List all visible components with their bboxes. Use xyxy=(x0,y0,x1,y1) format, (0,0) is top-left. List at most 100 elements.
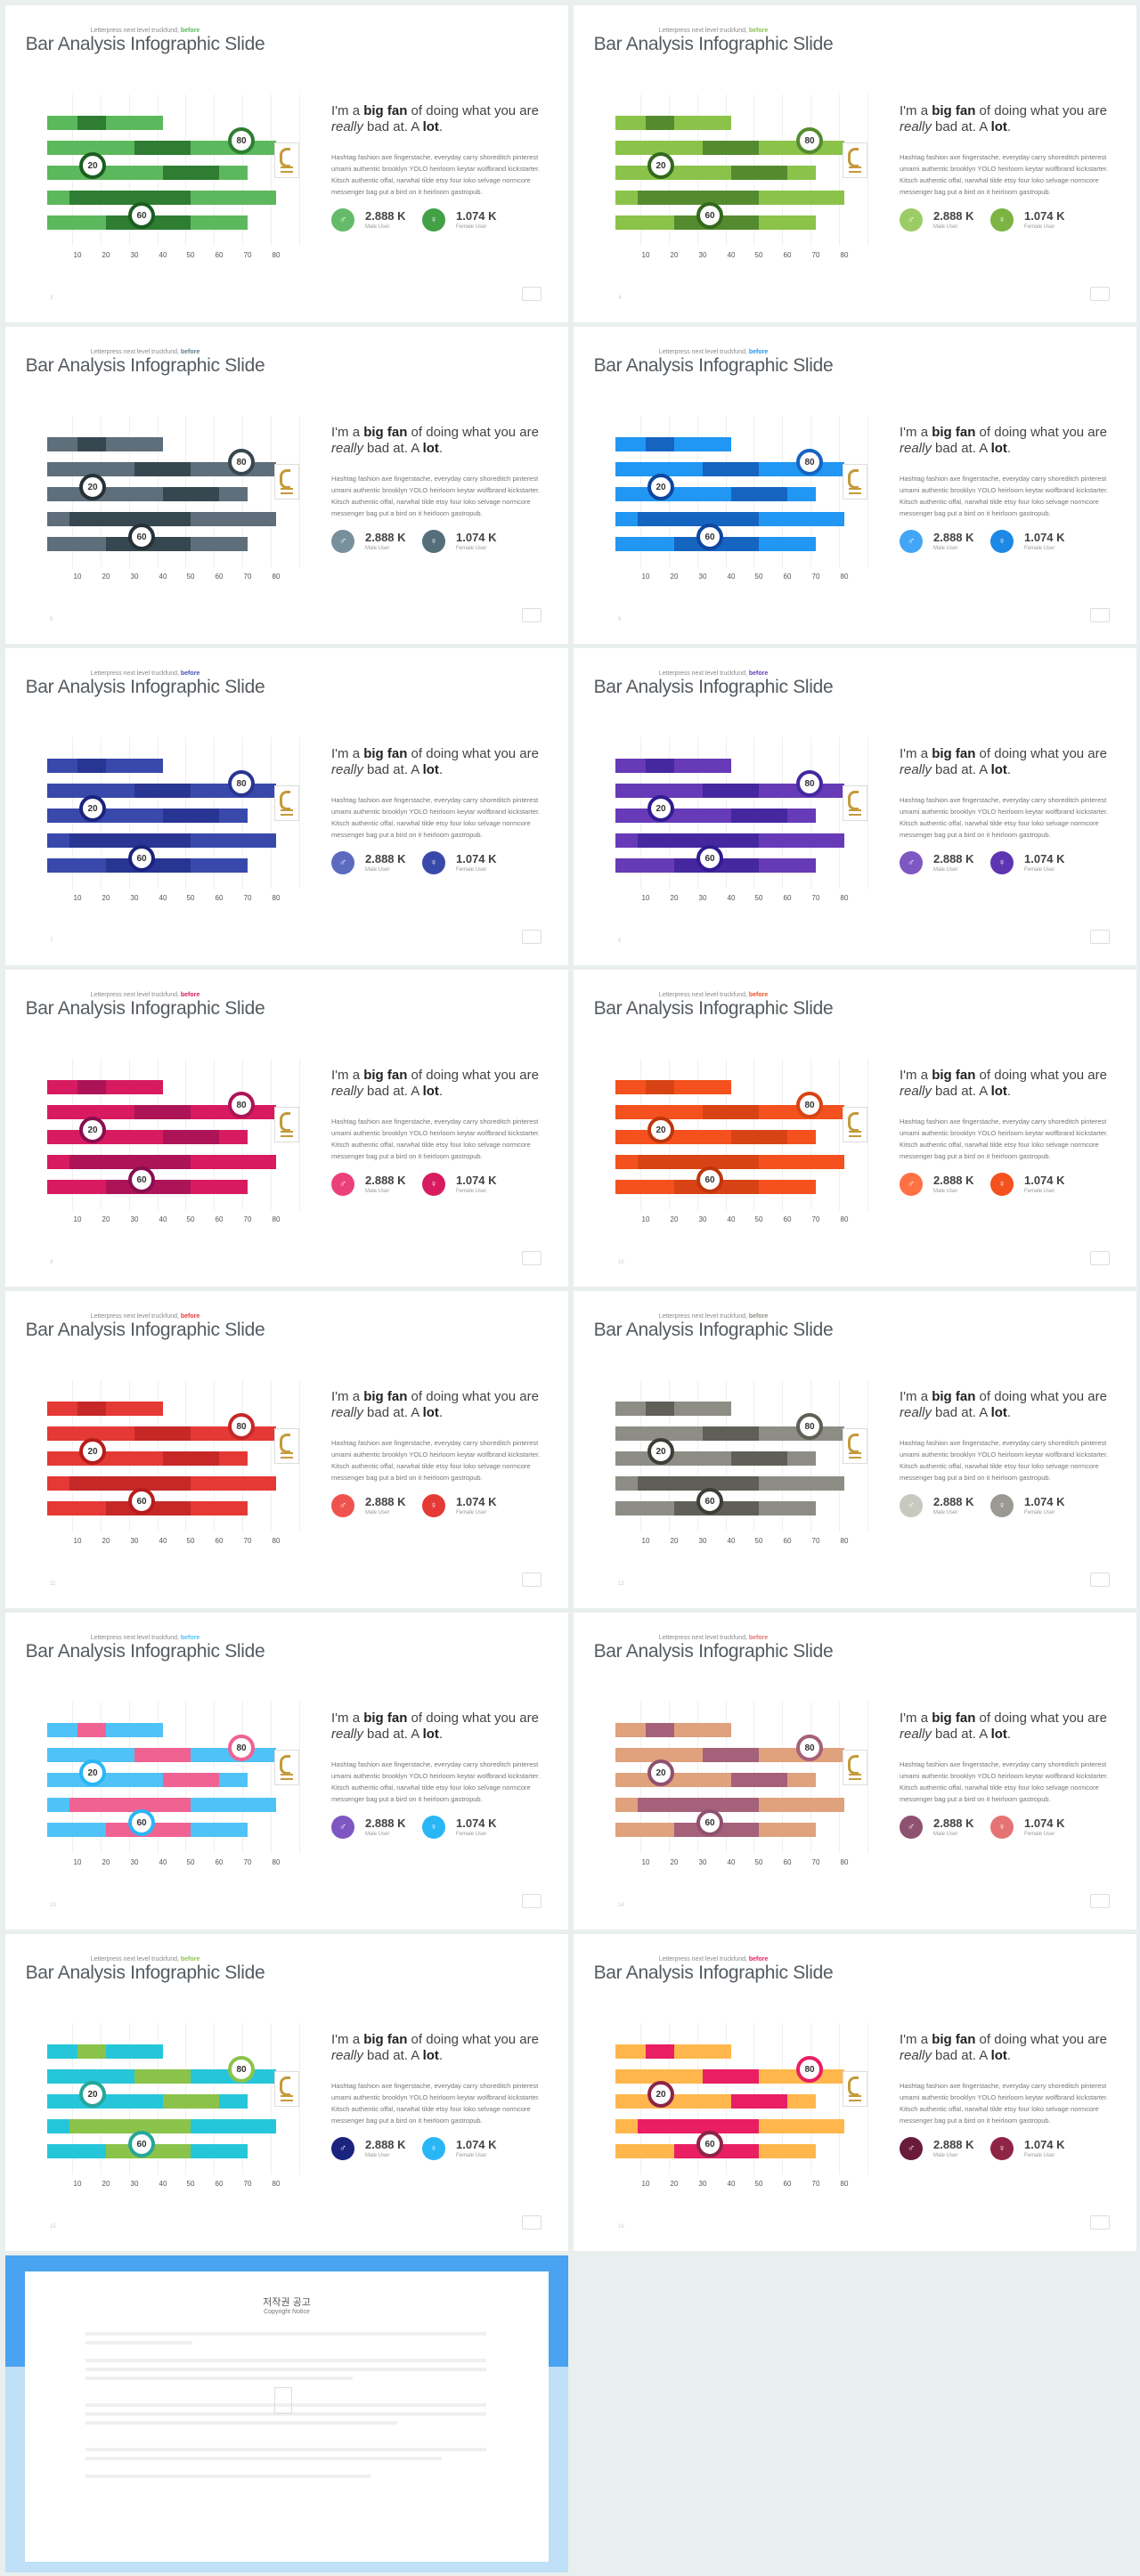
stat-label: Male User xyxy=(365,1510,390,1516)
axis-tick-label: 20 xyxy=(670,573,679,581)
lead-bold: lot xyxy=(422,762,439,777)
slide-title: Bar Analysis Infographic Slide xyxy=(25,677,265,697)
stat-value: 1.074 K xyxy=(456,1495,497,1508)
bar-segment xyxy=(219,487,248,501)
axis-tick-label: 10 xyxy=(73,573,82,581)
copyright-text-line xyxy=(86,2448,486,2451)
stat-value: 2.888 K xyxy=(933,852,974,865)
lead-bold: big fan xyxy=(932,2032,976,2047)
logo-mark xyxy=(281,2095,293,2097)
slide: Letterpress next level truckfund, before… xyxy=(5,5,568,322)
bar-segment xyxy=(787,487,816,501)
value-badge: 60 xyxy=(128,524,155,550)
axis-tick-label: 50 xyxy=(754,573,763,581)
female-user-icon: ♀ xyxy=(422,530,445,553)
page-number: 3 xyxy=(50,296,53,301)
stat-value: 2.888 K xyxy=(365,531,406,544)
axis-tick-label: 80 xyxy=(272,251,281,259)
lead-bold: lot xyxy=(422,119,439,134)
lead-text: I'm a big fan of doing what you are real… xyxy=(331,1711,556,1743)
axis-tick-label: 30 xyxy=(130,2180,139,2188)
axis-tick-label: 20 xyxy=(102,1858,110,1866)
bar-segment xyxy=(615,116,646,130)
lead-text: I'm a big fan of doing what you are real… xyxy=(900,1068,1124,1100)
male-user-icon: ♂ xyxy=(900,2137,923,2160)
stat-value: 1.074 K xyxy=(1024,209,1065,223)
bar-segment xyxy=(47,858,106,873)
grid-line xyxy=(867,1059,868,1210)
slide-title: Bar Analysis Infographic Slide xyxy=(25,1641,265,1662)
grid-line xyxy=(867,1702,868,1853)
axis-tick-label: 50 xyxy=(186,251,195,259)
lead-part: bad at. A xyxy=(931,1727,991,1742)
stat-value: 2.888 K xyxy=(933,2138,974,2151)
bar-segment xyxy=(106,1402,163,1416)
value-badge: 80 xyxy=(228,449,255,475)
lead-part: of doing what you are xyxy=(407,425,539,440)
bar-segment xyxy=(191,1476,276,1491)
bar-segment xyxy=(47,116,77,130)
stat-label: Female User xyxy=(1024,1510,1055,1516)
lead-bold: lot xyxy=(990,1084,1007,1099)
bar-segment xyxy=(674,437,731,451)
slide-kicker: Letterpress next level truckfund, before xyxy=(5,349,285,355)
bar-segment xyxy=(191,191,276,205)
bar-segment xyxy=(674,1080,731,1094)
slide-kicker: Letterpress next level truckfund, before xyxy=(5,1635,285,1641)
kicker-text: Letterpress next level truckfund, xyxy=(90,670,181,677)
value-badge: 20 xyxy=(79,152,106,179)
value-badge: 60 xyxy=(128,2131,155,2158)
axis-tick-label: 10 xyxy=(641,2180,650,2188)
envelope-icon xyxy=(522,1894,542,1908)
envelope-icon xyxy=(522,1572,542,1587)
grid-line xyxy=(867,416,868,567)
value-badge: 60 xyxy=(696,1809,723,1836)
stat-value: 1.074 K xyxy=(1024,852,1065,865)
bar-segment xyxy=(47,487,77,501)
bar-segment xyxy=(163,1130,219,1144)
bar-segment xyxy=(47,512,69,526)
lead-part: . xyxy=(1006,1084,1012,1099)
lead-part: I'm a xyxy=(331,746,364,761)
grid-line xyxy=(299,1380,300,1532)
male-user-icon: ♂ xyxy=(331,851,354,874)
bar-segment xyxy=(615,537,674,551)
value-badge: 80 xyxy=(796,1413,823,1440)
lead-bold: big fan xyxy=(932,1711,976,1726)
lead-part: bad at. A xyxy=(362,762,423,777)
brand-logo xyxy=(843,142,867,178)
stat-label: Male User xyxy=(365,546,390,551)
lead-bold: lot xyxy=(422,1727,439,1742)
axis-tick-label: 30 xyxy=(698,894,707,902)
bar-segment xyxy=(69,512,191,526)
logo-mark xyxy=(849,167,861,168)
bar-segment xyxy=(134,784,191,798)
axis-tick-label: 70 xyxy=(811,1858,820,1866)
logo-mark xyxy=(848,791,859,810)
slide-kicker: Letterpress next level truckfund, before xyxy=(5,670,285,677)
lead-part: . xyxy=(1006,1405,1012,1420)
slide: Letterpress next level truckfund, before… xyxy=(574,970,1136,1287)
copyright-subtitle: Copyright Notice xyxy=(264,2309,310,2315)
lead-italic: really xyxy=(900,441,932,456)
page-number: 15 xyxy=(50,2224,56,2230)
logo-mark xyxy=(849,488,861,490)
bar-segment xyxy=(638,191,759,205)
lead-italic: really xyxy=(900,2048,932,2063)
logo-mark xyxy=(280,1434,290,1453)
bar-segment xyxy=(759,1501,816,1516)
bar-segment xyxy=(674,1402,731,1416)
brand-logo xyxy=(843,464,867,500)
value-badge: 80 xyxy=(796,1735,823,1761)
bar-segment xyxy=(615,1798,638,1812)
bar-segment xyxy=(47,1723,77,1737)
axis-tick-label: 20 xyxy=(670,894,679,902)
bar-segment xyxy=(646,759,674,773)
stat-value: 1.074 K xyxy=(1024,531,1065,544)
bar-segment xyxy=(106,1080,163,1094)
axis-tick-label: 80 xyxy=(272,1537,281,1545)
lead-part: bad at. A xyxy=(362,2048,423,2063)
axis-tick-label: 20 xyxy=(102,1537,110,1545)
bar-segment xyxy=(759,858,816,873)
bar-segment xyxy=(47,215,106,230)
